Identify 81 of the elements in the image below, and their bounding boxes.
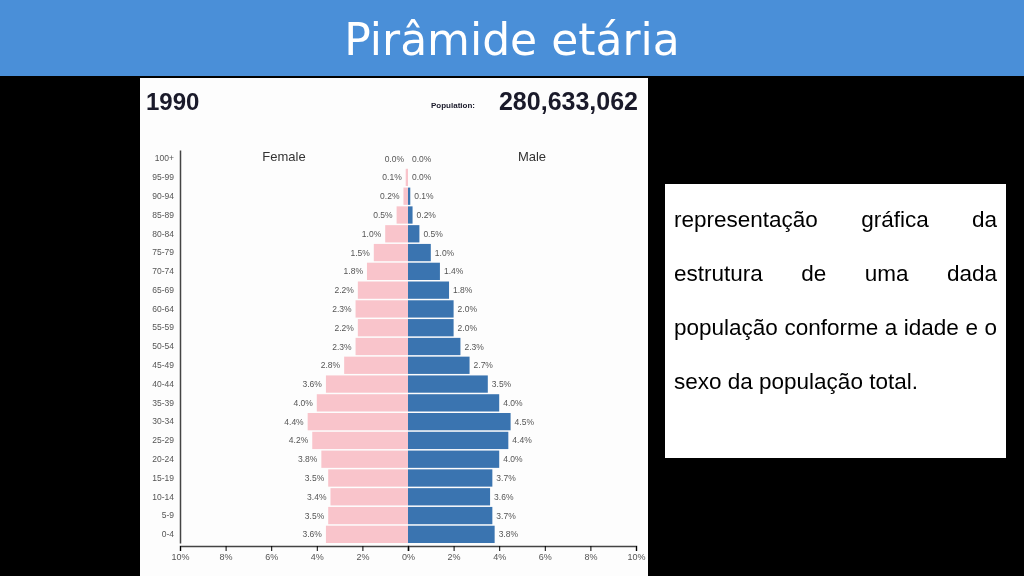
data-label: 2.8% bbox=[320, 360, 341, 371]
y-tick-label: 60-64 bbox=[152, 303, 175, 314]
data-label: 4.4% bbox=[512, 435, 533, 446]
data-label: 1.8% bbox=[453, 285, 473, 296]
data-label: 4.4% bbox=[284, 416, 305, 427]
data-label: 4.0% bbox=[503, 397, 524, 408]
data-label: 2.2% bbox=[334, 322, 355, 333]
data-label: 3.5% bbox=[304, 473, 325, 483]
data-label: 3.5% bbox=[304, 510, 325, 521]
data-label: 1.5% bbox=[350, 247, 371, 258]
y-tick-label: 55-59 bbox=[152, 322, 175, 333]
x-tick-label: 2% bbox=[447, 552, 461, 563]
y-tick-label: 15-19 bbox=[152, 472, 175, 483]
y-tick-label: 95-99 bbox=[152, 172, 175, 183]
data-label: 1.0% bbox=[434, 247, 455, 258]
data-label: 2.3% bbox=[332, 303, 352, 314]
data-label: 2.0% bbox=[457, 303, 478, 314]
data-label: 3.8% bbox=[297, 454, 318, 465]
x-tick-label: 2% bbox=[356, 552, 370, 563]
data-label: 2.3% bbox=[464, 341, 485, 352]
y-tick-label: 80-84 bbox=[152, 228, 175, 239]
data-label: 3.4% bbox=[307, 491, 327, 502]
y-tick-label: 10-14 bbox=[152, 491, 175, 502]
data-label: 1.8% bbox=[343, 266, 364, 277]
y-tick-label: 35-39 bbox=[152, 397, 175, 408]
data-label: 4.2% bbox=[288, 435, 309, 446]
data-label: 1.0% bbox=[361, 228, 382, 239]
y-tick-label: 100+ bbox=[154, 153, 175, 164]
data-label: 0.2% bbox=[416, 210, 437, 220]
text: 280,633,062 bbox=[498, 87, 638, 115]
y-tick-label: 50-54 bbox=[152, 341, 175, 352]
data-label: 3.6% bbox=[302, 529, 323, 540]
data-label: 3.5% bbox=[491, 379, 512, 390]
data-label: 4.0% bbox=[503, 454, 524, 465]
data-label: 4.0% bbox=[293, 397, 314, 408]
data-label: 2.7% bbox=[473, 360, 494, 371]
y-tick-label: 25-29 bbox=[152, 435, 175, 446]
y-tick-label: 30-34 bbox=[152, 416, 175, 427]
chart-title: Female bbox=[262, 149, 306, 164]
data-label: 3.8% bbox=[498, 529, 519, 540]
y-tick-label: 90-94 bbox=[152, 190, 175, 201]
data-label: 4.5% bbox=[514, 416, 535, 427]
x-tick-label: 8% bbox=[584, 552, 598, 563]
data-label: 3.7% bbox=[496, 510, 517, 521]
data-label: 3.6% bbox=[494, 491, 514, 502]
data-label: 2.2% bbox=[334, 285, 355, 296]
data-label: 1.4% bbox=[443, 266, 464, 277]
x-tick-label: 10% bbox=[171, 552, 190, 563]
chart-title: Male bbox=[517, 149, 547, 164]
x-tick-label: 4% bbox=[310, 552, 324, 563]
y-tick-label: 45-49 bbox=[152, 360, 175, 371]
x-tick-label: 10% bbox=[627, 552, 646, 563]
data-label: 2.3% bbox=[332, 341, 352, 352]
text: 1990 bbox=[146, 88, 200, 115]
data-label: 2.0% bbox=[457, 322, 478, 333]
data-label: 0.0% bbox=[412, 172, 432, 183]
x-tick-label: 0% bbox=[401, 552, 416, 563]
text: Population: bbox=[431, 101, 475, 110]
y-tick-label: 40-44 bbox=[152, 378, 175, 389]
data-label: 0.0% bbox=[384, 153, 405, 164]
data-label: 0.0% bbox=[412, 153, 432, 164]
y-tick-label: 20-24 bbox=[152, 453, 175, 464]
data-label: 0.5% bbox=[373, 210, 394, 220]
y-tick-label: 65-69 bbox=[152, 284, 175, 295]
x-tick-label: 6% bbox=[265, 552, 279, 563]
text: Pirâmide etária bbox=[344, 14, 680, 65]
data-label: 0.1% bbox=[382, 172, 403, 183]
data-label: 0.5% bbox=[423, 228, 444, 239]
data-label: 3.7% bbox=[496, 473, 517, 483]
x-tick-label: 4% bbox=[493, 552, 507, 563]
x-tick-label: 6% bbox=[538, 552, 552, 563]
y-tick-label: 75-79 bbox=[152, 247, 175, 258]
data-label: 0.1% bbox=[414, 191, 435, 202]
y-tick-label: 85-89 bbox=[152, 209, 175, 220]
data-label: 3.6% bbox=[302, 379, 323, 390]
y-tick-label: 0-4 bbox=[161, 529, 175, 540]
data-label: 0.2% bbox=[380, 191, 400, 202]
y-tick-label: 70-74 bbox=[152, 266, 175, 277]
x-tick-label: 8% bbox=[219, 552, 233, 563]
y-tick-label: 5-9 bbox=[161, 510, 175, 521]
text: representação gráfica da estrutura de uma dada população conforme a idade e o sexo da população total. bbox=[674, 207, 997, 394]
